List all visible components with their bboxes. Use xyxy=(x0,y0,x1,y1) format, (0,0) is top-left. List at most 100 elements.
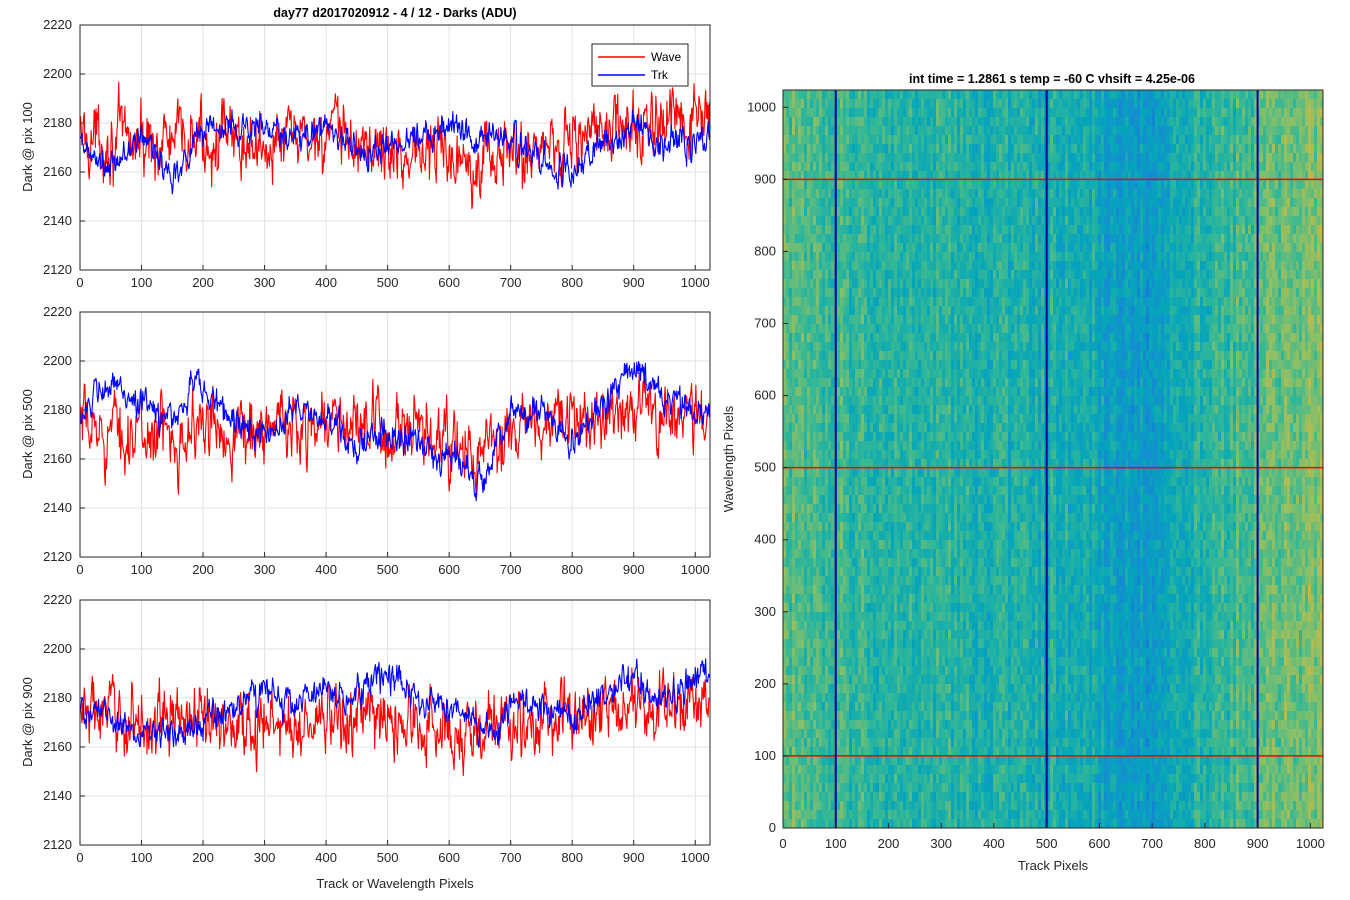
heatmap-cell xyxy=(900,630,904,640)
heatmap-cell xyxy=(891,441,895,451)
heatmap-cell xyxy=(891,315,895,325)
heatmap-cell xyxy=(924,576,928,586)
heatmap-cell xyxy=(813,342,817,352)
heatmap-cell xyxy=(876,270,880,280)
heatmap-cell xyxy=(900,306,904,316)
heatmap-cell xyxy=(942,342,946,352)
heatmap-cell xyxy=(831,576,835,586)
heatmap-cell xyxy=(852,477,856,487)
heatmap-cell xyxy=(795,576,799,586)
heatmap-cell xyxy=(813,495,817,505)
heatmap-cell xyxy=(825,459,829,469)
heatmap-cell xyxy=(891,729,895,739)
heatmap-cell xyxy=(840,747,844,757)
heatmap-cell xyxy=(810,495,814,505)
heatmap-cell xyxy=(837,423,841,433)
heatmap-cell xyxy=(813,630,817,640)
heatmap-cell xyxy=(786,450,790,460)
heatmap-cell xyxy=(861,657,865,667)
heatmap-cell xyxy=(792,333,796,343)
heatmap-cell xyxy=(957,540,961,550)
heatmap-cell xyxy=(957,297,961,307)
heatmap-cell xyxy=(801,567,805,577)
heatmap-cell xyxy=(849,756,853,766)
heatmap-cell xyxy=(858,657,862,667)
heatmap-cell xyxy=(897,783,901,793)
heatmap-cell xyxy=(849,657,853,667)
heatmap-cell xyxy=(786,585,790,595)
heatmap-cell xyxy=(885,234,889,244)
heatmap-cell xyxy=(954,216,958,226)
heatmap-cell xyxy=(858,585,862,595)
heatmap-cell xyxy=(894,135,898,145)
heatmap-cell xyxy=(876,360,880,370)
heatmap-cell xyxy=(822,234,826,244)
heatmap-cell xyxy=(837,261,841,271)
heatmap-cell xyxy=(858,702,862,712)
heatmap-cell xyxy=(807,810,811,820)
heatmap-cell xyxy=(909,729,913,739)
heatmap-cell xyxy=(882,261,886,271)
heatmap-cell xyxy=(846,819,850,829)
heatmap-cell xyxy=(810,594,814,604)
heatmap-cell xyxy=(864,594,868,604)
heatmap-cell xyxy=(894,378,898,388)
heatmap-cell xyxy=(831,810,835,820)
heatmap-cell xyxy=(807,756,811,766)
heatmap-cell xyxy=(855,450,859,460)
heatmap-cell xyxy=(897,207,901,217)
heatmap-cell xyxy=(933,207,937,217)
series-trk xyxy=(80,109,710,195)
heatmap-cell xyxy=(816,369,820,379)
heatmap-cell xyxy=(930,549,934,559)
heatmap-cell xyxy=(801,756,805,766)
heatmap-cell xyxy=(870,189,874,199)
heatmap-cell xyxy=(912,675,916,685)
heatmap-cell xyxy=(798,675,802,685)
heatmap-cell xyxy=(903,495,907,505)
heatmap-cell xyxy=(795,153,799,163)
heatmap-cell xyxy=(954,333,958,343)
heatmap-cell xyxy=(837,666,841,676)
heatmap-cell xyxy=(900,531,904,541)
heatmap-cell xyxy=(882,576,886,586)
heatmap-cell xyxy=(912,171,916,181)
heatmap-cell xyxy=(828,396,832,406)
heatmap-cell xyxy=(921,477,925,487)
heatmap-cell xyxy=(813,585,817,595)
heatmap-cell xyxy=(822,567,826,577)
heatmap-cell xyxy=(819,594,823,604)
heatmap-cell xyxy=(900,261,904,271)
heatmap-cell xyxy=(906,279,910,289)
heatmap-cell xyxy=(876,621,880,631)
heatmap-cell xyxy=(873,225,877,235)
legend[interactable]: Wave Trk xyxy=(591,43,689,87)
heatmap-cell xyxy=(873,558,877,568)
heatmap-cell xyxy=(831,306,835,316)
heatmap-cell xyxy=(864,450,868,460)
heatmap-cell xyxy=(951,585,955,595)
heatmap-cell xyxy=(819,441,823,451)
heatmap-cell xyxy=(885,198,889,208)
heatmap-cell xyxy=(843,612,847,622)
heatmap-cell xyxy=(936,207,940,217)
heatmap-cell xyxy=(825,252,829,262)
heatmap-cell xyxy=(795,333,799,343)
heatmap-cell xyxy=(894,711,898,721)
heatmap-cell xyxy=(792,522,796,532)
heatmap-cell xyxy=(927,144,931,154)
heatmap-cell xyxy=(795,774,799,784)
heatmap-cell xyxy=(933,198,937,208)
heatmap-cell xyxy=(906,639,910,649)
heatmap-cell xyxy=(957,414,961,424)
heatmap-cell xyxy=(879,720,883,730)
heatmap-cell xyxy=(873,675,877,685)
heatmap-cell xyxy=(837,504,841,514)
heatmap-cell xyxy=(951,405,955,415)
heatmap-cell xyxy=(945,675,949,685)
heatmap-cell xyxy=(954,756,958,766)
heatmap-cell xyxy=(807,432,811,442)
heatmap-cell xyxy=(948,810,952,820)
heatmap-cell xyxy=(870,279,874,289)
heatmap-cell xyxy=(870,270,874,280)
